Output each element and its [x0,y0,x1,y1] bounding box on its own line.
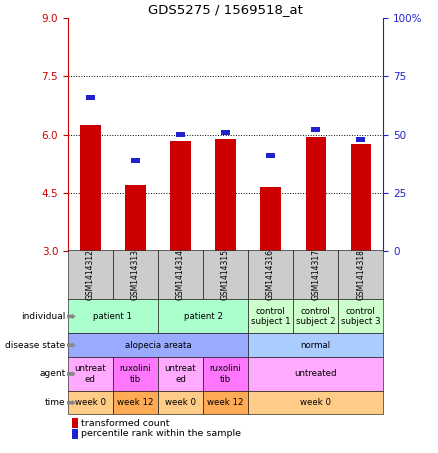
Text: patient 2: patient 2 [184,312,223,321]
Text: untreated: untreated [294,370,337,378]
Text: week 0: week 0 [300,398,331,407]
FancyBboxPatch shape [248,333,383,357]
FancyArrow shape [67,400,76,405]
Text: ruxolini
tib: ruxolini tib [210,364,241,384]
Text: week 0: week 0 [75,398,106,407]
Title: GDS5275 / 1569518_at: GDS5275 / 1569518_at [148,3,303,15]
FancyBboxPatch shape [68,299,158,333]
Text: week 0: week 0 [165,398,196,407]
FancyBboxPatch shape [248,299,293,333]
Text: GSM1414313: GSM1414313 [131,249,140,300]
FancyArrow shape [67,314,76,319]
Text: time: time [45,398,66,407]
FancyArrow shape [67,342,76,348]
FancyBboxPatch shape [158,357,203,391]
FancyBboxPatch shape [113,250,158,299]
Text: week 12: week 12 [207,398,244,407]
Text: ruxolini
tib: ruxolini tib [120,364,152,384]
Text: control
subject 3: control subject 3 [341,307,381,326]
Bar [311,127,320,132]
FancyBboxPatch shape [248,250,293,299]
Bar [86,95,95,100]
FancyBboxPatch shape [158,391,203,414]
FancyBboxPatch shape [338,250,383,299]
Text: untreat
ed: untreat ed [74,364,106,384]
FancyBboxPatch shape [113,357,158,391]
FancyBboxPatch shape [248,391,383,414]
Text: control
subject 2: control subject 2 [296,307,336,326]
Text: individual: individual [21,312,66,321]
Text: patient 1: patient 1 [93,312,132,321]
Text: GSM1414312: GSM1414312 [86,249,95,300]
Text: GSM1414315: GSM1414315 [221,249,230,300]
FancyBboxPatch shape [68,250,113,299]
Text: agent: agent [39,370,66,378]
Bar [350,145,371,251]
Bar [80,125,101,251]
Bar [176,132,185,137]
Text: normal: normal [300,341,331,350]
FancyBboxPatch shape [158,250,203,299]
Text: alopecia areata: alopecia areata [125,341,191,350]
FancyBboxPatch shape [203,250,248,299]
Bar [306,137,326,251]
Bar [221,130,230,135]
Bar [125,185,145,251]
FancyBboxPatch shape [113,391,158,414]
FancyBboxPatch shape [248,357,383,391]
FancyBboxPatch shape [293,250,338,299]
FancyBboxPatch shape [68,333,248,357]
FancyBboxPatch shape [338,299,383,333]
Text: GSM1414314: GSM1414314 [176,249,185,300]
FancyBboxPatch shape [293,299,338,333]
FancyArrow shape [67,371,76,377]
Text: transformed count: transformed count [81,419,170,428]
Bar [131,158,140,163]
Text: week 12: week 12 [117,398,154,407]
Text: GSM1414318: GSM1414318 [356,249,365,300]
Bar [72,418,78,428]
Text: control
subject 1: control subject 1 [251,307,290,326]
Text: untreat
ed: untreat ed [165,364,196,384]
Bar [261,187,281,251]
Text: GSM1414316: GSM1414316 [266,249,275,300]
Text: GSM1414317: GSM1414317 [311,249,320,300]
FancyBboxPatch shape [68,357,113,391]
Bar [266,153,275,158]
FancyBboxPatch shape [68,391,113,414]
Text: disease state: disease state [5,341,66,350]
Bar [170,140,191,251]
Bar [356,137,365,142]
Bar [72,429,78,439]
Text: percentile rank within the sample: percentile rank within the sample [81,429,241,438]
FancyBboxPatch shape [158,299,248,333]
Bar [215,139,236,251]
FancyBboxPatch shape [203,391,248,414]
FancyBboxPatch shape [203,357,248,391]
